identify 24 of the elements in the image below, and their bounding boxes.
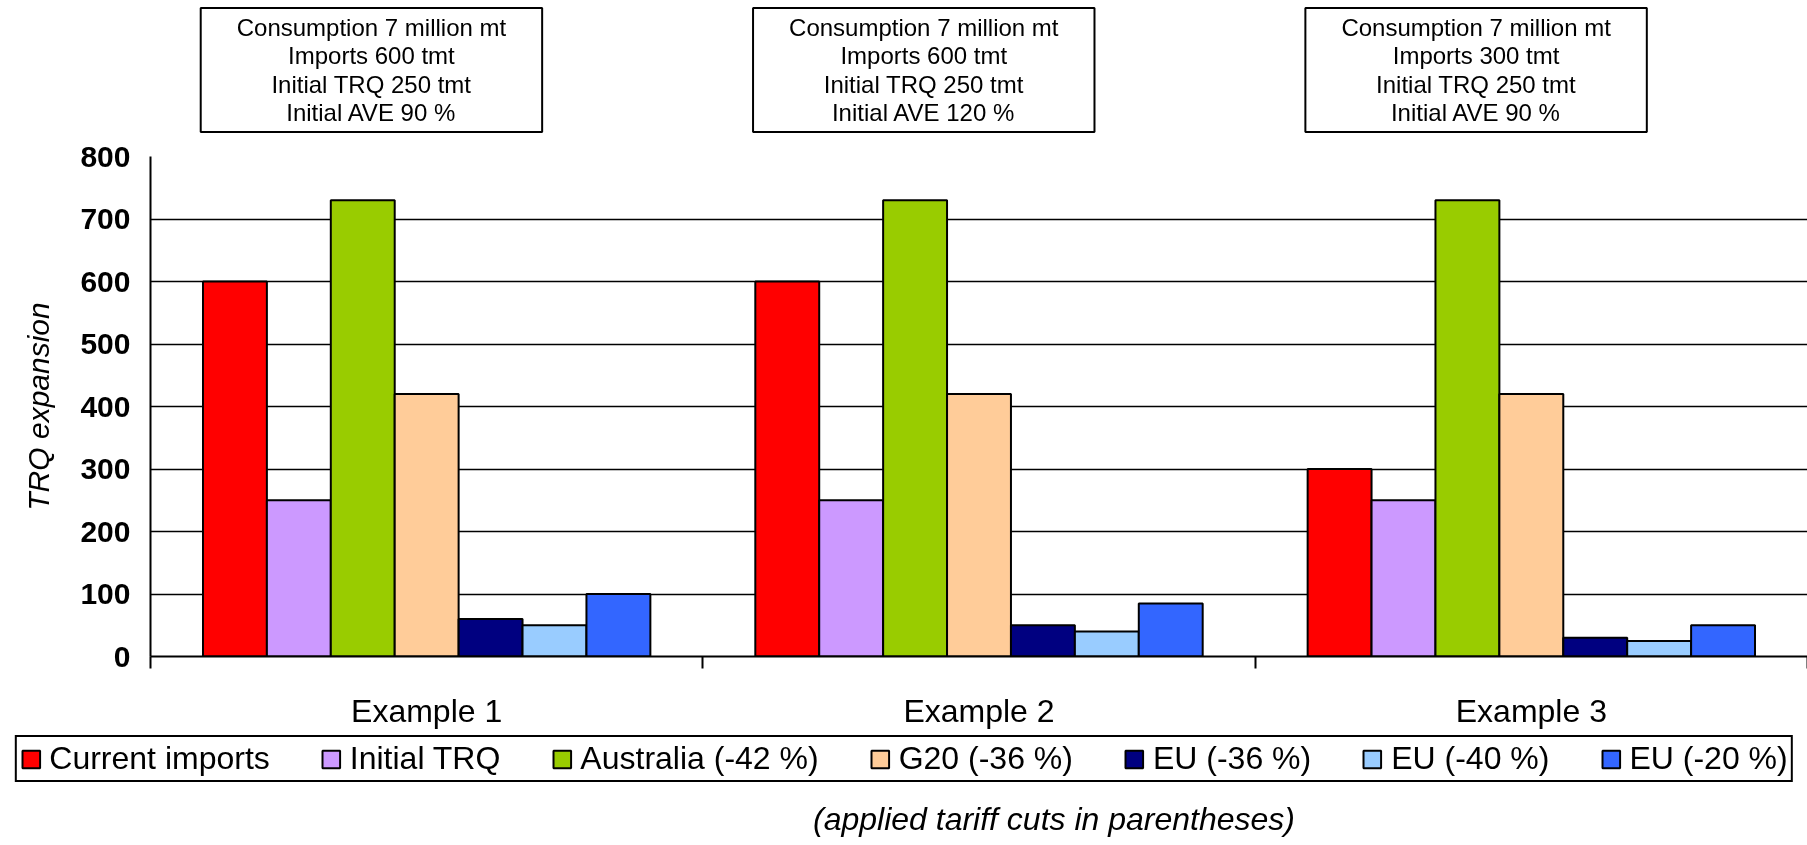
y-tick-label: 100 xyxy=(80,577,131,610)
y-tick-label: 600 xyxy=(80,264,131,298)
y-tick-label: 0 xyxy=(113,639,131,673)
x-tick-label: Example 1 xyxy=(351,692,503,729)
y-tick-label: 500 xyxy=(80,327,131,360)
y-tick-label: 300 xyxy=(80,452,131,485)
text: Consumption 7 million mt Imports 600 tmt Initial TRQ 250 tmt Initial AVE 120 % xyxy=(789,14,1059,127)
x-tick-label: Example 3 xyxy=(1455,692,1607,729)
y-tick-label: 700 xyxy=(80,202,131,235)
legend-label: EU (-20 %) xyxy=(1629,740,1788,777)
y-axis-title: TRQ expansion xyxy=(22,302,56,511)
legend-label: G20 (-36 %) xyxy=(898,740,1073,777)
legend-label: Initial TRQ xyxy=(349,740,501,777)
text: Consumption 7 million mt Imports 600 tmt Initial TRQ 250 tmt Initial AVE 90 % xyxy=(236,14,507,127)
y-tick-label: 800 xyxy=(80,139,131,173)
y-tick-label: 400 xyxy=(80,389,131,423)
text: Consumption 7 million mt Imports 300 tmt Initial TRQ 250 tmt Initial AVE 90 % xyxy=(1341,14,1612,127)
x-tick-label: Example 2 xyxy=(903,692,1055,729)
legend-label: Current imports xyxy=(49,740,270,777)
text: (applied tariff cuts in parentheses) xyxy=(812,800,1296,837)
legend-label: Australia (-42 %) xyxy=(580,740,819,777)
legend-label: EU (-36 %) xyxy=(1152,740,1312,777)
y-tick-label: 200 xyxy=(80,514,131,548)
legend-label: EU (-40 %) xyxy=(1391,740,1550,777)
